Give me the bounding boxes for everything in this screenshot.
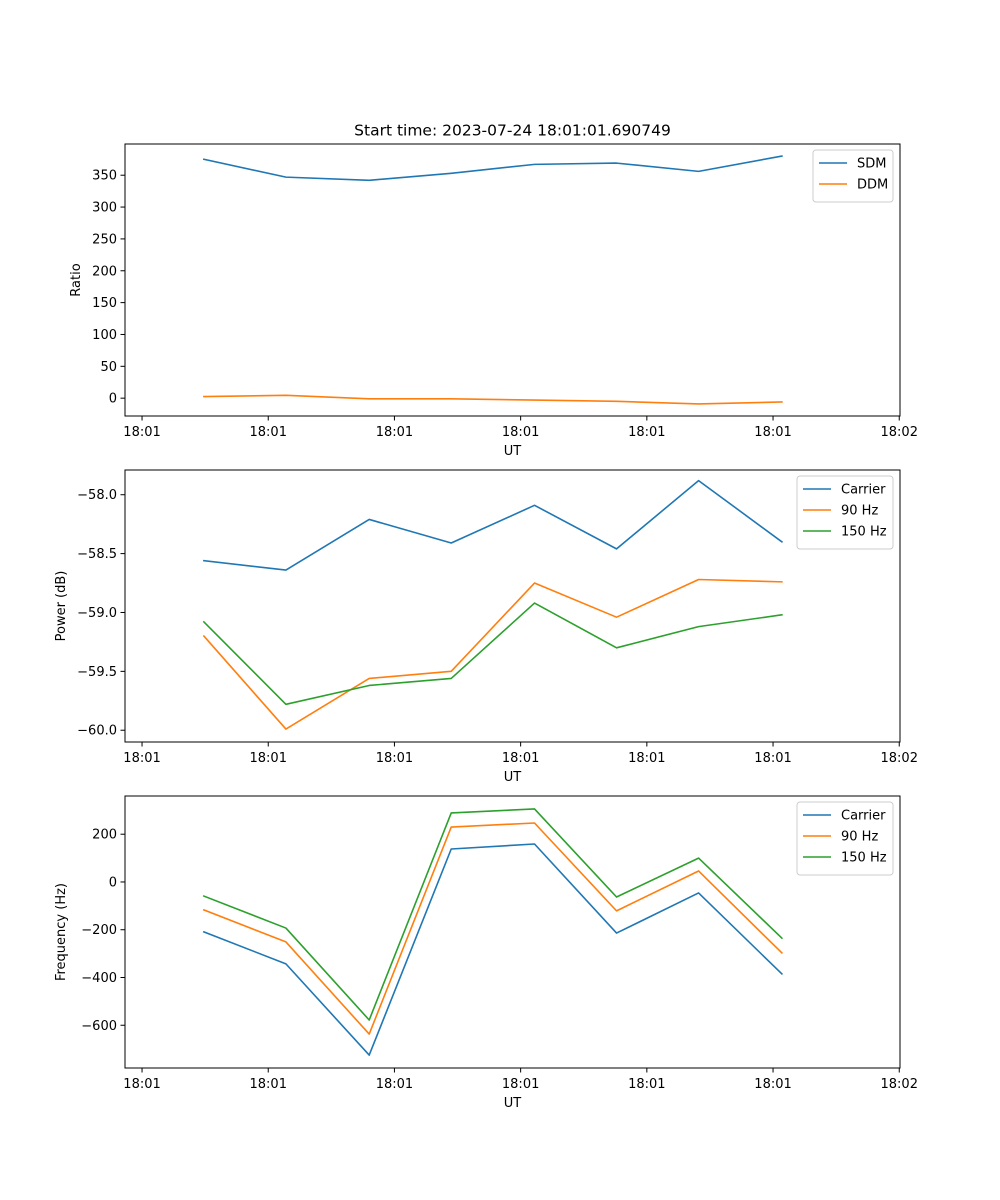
y-tick-label: 250 bbox=[92, 232, 117, 247]
x-tick-label: 18:01 bbox=[502, 425, 539, 440]
y-axis-label: Frequency (Hz) bbox=[54, 883, 69, 981]
y-tick-label: 50 bbox=[100, 360, 117, 375]
y-tick-label: −58.5 bbox=[77, 547, 117, 562]
x-tick-label: 18:02 bbox=[881, 425, 918, 440]
series-line-90-hz bbox=[202, 822, 784, 1035]
legend: SDM DDM bbox=[812, 149, 894, 203]
series-line-carrier bbox=[202, 479, 783, 571]
figure-title: Start time: 2023-07-24 18:01:01.690749 bbox=[354, 122, 671, 140]
y-tick-label: −200 bbox=[81, 923, 117, 938]
x-tick-label: 18:01 bbox=[250, 1077, 287, 1092]
legend-label: 150 Hz bbox=[841, 525, 887, 540]
y-tick-label: −59.5 bbox=[77, 665, 117, 680]
legend-label: 90 Hz bbox=[841, 830, 878, 845]
x-tick-label: 18:02 bbox=[881, 1077, 918, 1092]
x-tick-label: 18:01 bbox=[376, 425, 413, 440]
y-tick-label: 0 bbox=[109, 875, 117, 890]
series-line-90-hz bbox=[202, 578, 783, 730]
axes-frame bbox=[124, 469, 901, 743]
y-tick-label: 200 bbox=[92, 828, 117, 843]
x-tick-label: 18:01 bbox=[754, 751, 791, 766]
legend-label: SDM bbox=[857, 157, 886, 172]
y-tick-label: −400 bbox=[81, 971, 117, 986]
x-tick-label: 18:01 bbox=[754, 425, 791, 440]
x-tick-label: 18:01 bbox=[123, 425, 160, 440]
x-tick-label: 18:01 bbox=[754, 1077, 791, 1092]
x-tick-label: 18:01 bbox=[376, 1077, 413, 1092]
x-tick-label: 18:01 bbox=[123, 1077, 160, 1092]
series-line-sdm bbox=[202, 155, 783, 182]
series-line-150-hz bbox=[202, 808, 784, 1021]
x-tick-label: 18:01 bbox=[250, 751, 287, 766]
x-axis-label: UT bbox=[504, 770, 522, 785]
y-tick-label: −60.0 bbox=[77, 724, 117, 739]
x-tick-label: 18:01 bbox=[250, 425, 287, 440]
plot-area bbox=[125, 796, 900, 1068]
plot-area bbox=[125, 144, 900, 416]
axes-frame bbox=[124, 143, 901, 417]
series-line-ddm bbox=[203, 394, 783, 405]
x-tick-label: 18:01 bbox=[123, 751, 160, 766]
y-tick-label: 350 bbox=[92, 169, 117, 184]
power-panel: 18:01 18:01 18:01 18:01 18:01 18:01 18:02 −60.0… bbox=[54, 469, 918, 785]
x-tick-label: 18:01 bbox=[376, 751, 413, 766]
series-line-150-hz bbox=[202, 602, 783, 706]
y-tick-label: −600 bbox=[81, 1019, 117, 1034]
y-tick-label: 200 bbox=[92, 264, 117, 279]
x-tick-label: 18:01 bbox=[502, 1077, 539, 1092]
series-line-carrier bbox=[202, 843, 784, 1056]
legend-label: DDM bbox=[857, 178, 888, 193]
x-axis-label: UT bbox=[504, 444, 522, 459]
legend-label: 90 Hz bbox=[841, 504, 878, 519]
legend: Carrier 90 Hz 150 Hz bbox=[796, 475, 894, 550]
y-axis-label: Ratio bbox=[69, 263, 84, 296]
x-tick-label: 18:01 bbox=[628, 425, 665, 440]
axes-frame bbox=[124, 795, 901, 1069]
y-tick-label: 150 bbox=[92, 296, 117, 311]
x-tick-label: 18:01 bbox=[628, 1077, 665, 1092]
ratio-panel: 18:01 18:01 18:01 18:01 18:01 18:01 18:02 0 50 10… bbox=[69, 143, 918, 459]
x-axis-label: UT bbox=[504, 1096, 522, 1111]
legend-label: 150 Hz bbox=[841, 851, 887, 866]
y-tick-label: 300 bbox=[92, 201, 117, 216]
x-tick-label: 18:01 bbox=[502, 751, 539, 766]
x-tick-label: 18:02 bbox=[881, 751, 918, 766]
legend: Carrier 90 Hz 150 Hz bbox=[796, 801, 894, 876]
y-tick-label: 0 bbox=[109, 392, 117, 407]
x-tick-label: 18:01 bbox=[628, 751, 665, 766]
y-tick-label: −59.0 bbox=[77, 606, 117, 621]
y-tick-label: 100 bbox=[92, 328, 117, 343]
y-axis-label: Power (dB) bbox=[54, 571, 69, 642]
legend-label: Carrier bbox=[841, 809, 886, 824]
y-tick-label: −58.0 bbox=[77, 488, 117, 503]
frequency-panel: 18:01 18:01 18:01 18:01 18:01 18:01 18:02 −600 −… bbox=[54, 795, 918, 1111]
legend-label: Carrier bbox=[841, 483, 886, 498]
